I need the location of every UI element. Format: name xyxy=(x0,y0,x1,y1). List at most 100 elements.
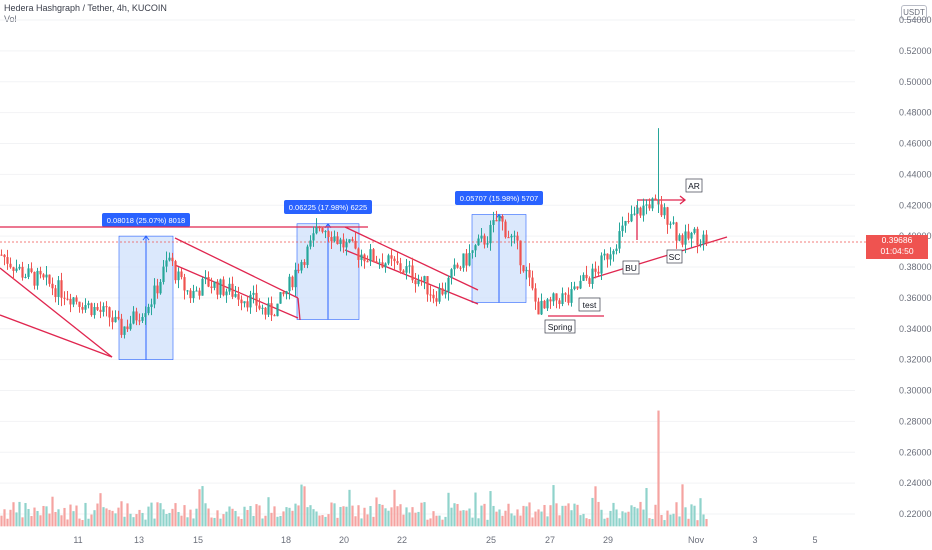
volume-bar xyxy=(231,508,234,527)
volume-bar xyxy=(132,517,135,527)
candle-body xyxy=(108,307,111,318)
candle-body xyxy=(672,222,675,224)
trend-line xyxy=(0,267,113,358)
candle-body xyxy=(291,276,294,288)
candle-body xyxy=(345,242,348,248)
volume-bar xyxy=(330,502,333,527)
symbol-title[interactable]: Hedera Hashgraph / Tether, 4h, KUCOIN xyxy=(4,3,167,13)
candle-body xyxy=(225,291,228,296)
candle-body xyxy=(444,291,447,295)
price-tick: 0.48000 xyxy=(899,108,932,118)
candle-body xyxy=(297,269,300,271)
volume-bar xyxy=(300,484,303,527)
volume-bar xyxy=(636,508,639,527)
candle-body xyxy=(537,301,540,315)
volume-bar xyxy=(207,508,210,527)
candle-body xyxy=(213,281,216,288)
candle-body xyxy=(105,306,108,308)
candle-body xyxy=(18,266,21,269)
time-tick: 25 xyxy=(486,535,496,545)
candle-body xyxy=(453,264,456,270)
volume-bar xyxy=(210,517,213,527)
candle-body xyxy=(186,290,189,292)
price-tick: 0.28000 xyxy=(899,416,932,426)
candle-body xyxy=(534,288,537,302)
candle-body xyxy=(357,248,360,260)
candle-body xyxy=(3,254,6,258)
candle-body xyxy=(66,298,69,300)
annotation-box xyxy=(666,249,683,264)
volume-bar xyxy=(294,503,297,527)
volume-bar xyxy=(417,511,420,527)
volume-bar xyxy=(408,512,411,527)
candle-body xyxy=(96,306,99,310)
candle-body xyxy=(348,239,351,243)
candle-body xyxy=(441,288,444,295)
currency-badge[interactable]: USDT xyxy=(901,5,927,20)
volume-bar xyxy=(192,518,195,527)
volume-bar xyxy=(213,517,216,527)
candle-body xyxy=(78,301,81,307)
candle-body xyxy=(303,262,306,265)
volume-bar xyxy=(243,506,246,527)
volume-bar xyxy=(309,505,312,527)
volume-bar xyxy=(366,514,369,527)
volume-bar xyxy=(423,502,426,527)
volume-bar xyxy=(324,516,327,527)
time-tick: 20 xyxy=(339,535,349,545)
volume-bar xyxy=(663,520,666,527)
candle-body xyxy=(177,271,180,281)
volume-bar xyxy=(603,518,606,527)
candle-body xyxy=(651,198,654,209)
volume-bar xyxy=(252,515,255,527)
volume-bar xyxy=(216,510,219,527)
candle-body xyxy=(219,279,222,295)
volume-bar xyxy=(612,502,615,527)
candle-body xyxy=(36,270,39,286)
candle-body xyxy=(72,297,75,305)
volume-bar xyxy=(660,514,663,527)
volume-bar xyxy=(183,505,186,527)
volume-bar xyxy=(282,511,285,527)
candle-body xyxy=(546,299,549,309)
candle-body xyxy=(150,304,153,307)
volume-bar xyxy=(369,506,372,527)
candle-body xyxy=(447,277,450,292)
volume-bar xyxy=(303,486,306,527)
candle-body xyxy=(699,243,702,245)
volume-bar xyxy=(702,514,705,527)
volume-bar xyxy=(84,502,87,527)
candle-body xyxy=(522,265,525,272)
candle-body xyxy=(84,305,87,310)
volume-bar xyxy=(120,501,123,527)
volume-bar xyxy=(651,518,654,527)
volume-bar xyxy=(45,506,48,527)
candle-body xyxy=(489,224,492,244)
annotation-box xyxy=(685,178,703,193)
candle-body xyxy=(15,268,18,271)
last-price: 0.39686 xyxy=(881,235,913,245)
volume-bar xyxy=(480,505,483,527)
candle-body xyxy=(381,262,384,268)
candle-body xyxy=(306,246,309,265)
volume-bar xyxy=(87,518,90,527)
volume-bar xyxy=(672,513,675,527)
volume-bar xyxy=(582,513,585,527)
volume-bar xyxy=(402,514,405,527)
volume-bar xyxy=(393,489,396,527)
volume-bar xyxy=(642,509,645,527)
annotation-label: test xyxy=(583,300,597,310)
volume-bar xyxy=(6,518,9,527)
candle-body xyxy=(525,269,528,272)
candle-body xyxy=(612,250,615,255)
volume-bar xyxy=(156,502,159,527)
price-tick: 0.50000 xyxy=(899,77,932,87)
volume-bar xyxy=(558,515,561,527)
volume-bar xyxy=(93,510,96,527)
candle-body xyxy=(261,307,264,309)
volume-legend[interactable]: Vol xyxy=(4,14,17,24)
volume-bar xyxy=(621,511,624,527)
volume-bar xyxy=(573,503,576,527)
volume-bar xyxy=(222,514,225,527)
